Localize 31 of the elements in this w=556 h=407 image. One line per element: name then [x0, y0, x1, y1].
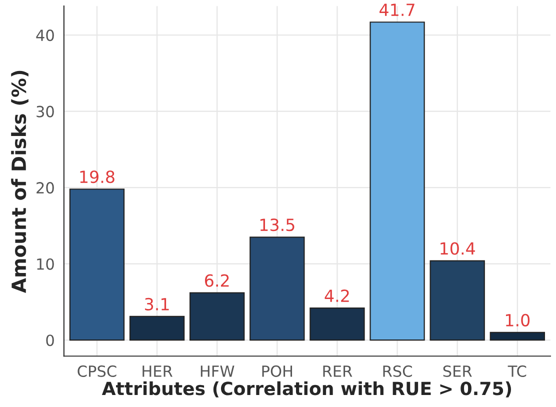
data-label: 3.1	[145, 298, 169, 310]
x-tick-label: HER	[142, 366, 172, 377]
y-tick-label: 0	[46, 334, 54, 346]
x-tick-label: HFW	[200, 366, 234, 377]
y-axis-title: Amount of Disks (%)	[11, 70, 28, 293]
x-axis-title: Attributes (Correlation with RUE > 0.75)	[102, 381, 512, 398]
y-tick-label: 30	[36, 106, 54, 118]
bar	[250, 236, 305, 341]
bar	[430, 260, 485, 341]
y-tick-label: 40	[36, 30, 54, 42]
x-tick-label: SER	[443, 365, 472, 377]
x-tick-label: POH	[262, 365, 292, 377]
bar	[370, 22, 425, 341]
y-tick-label: 20	[36, 182, 54, 194]
data-label: 1.0	[506, 314, 530, 326]
x-tick-label: RSC	[383, 365, 412, 377]
bar	[490, 332, 545, 341]
bar	[310, 308, 365, 341]
data-label: 19.8	[80, 170, 114, 184]
x-tick-label: RER	[323, 366, 352, 377]
data-label: 13.5	[260, 218, 294, 232]
x-tick-label: TC	[508, 365, 526, 377]
bar	[190, 292, 245, 341]
data-label: 41.7	[380, 4, 414, 16]
y-tick-label: 10	[37, 258, 54, 270]
data-label: 4.2	[324, 289, 349, 302]
data-label: 6.2	[205, 274, 229, 287]
x-tick-label: CPSC	[78, 365, 116, 377]
bar	[129, 316, 185, 341]
data-label: 10.4	[440, 242, 475, 255]
bar	[69, 188, 125, 341]
